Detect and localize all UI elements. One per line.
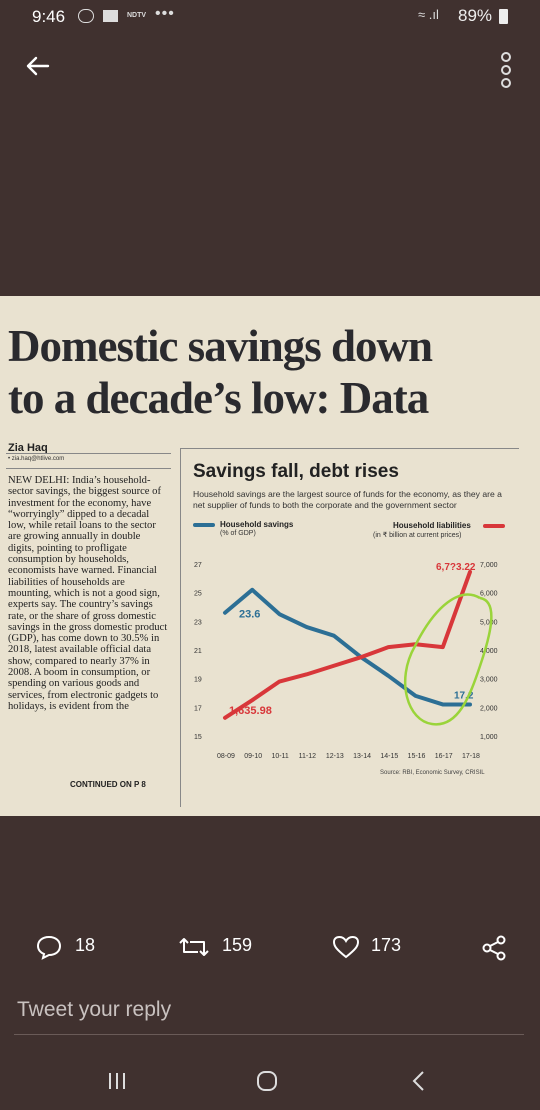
- retweet-count: 159: [222, 935, 253, 955]
- retweet-icon[interactable]: [178, 935, 210, 959]
- y-left-tick-label: 17: [194, 705, 202, 712]
- back-arrow-icon[interactable]: [22, 50, 54, 82]
- y-right-tick-label: 6,000: [480, 591, 498, 598]
- y-right-tick-label: 4,000: [480, 648, 498, 655]
- data-label-savings-start: 23.6: [239, 609, 260, 621]
- data-label-savings-end: 17.2: [454, 690, 474, 701]
- x-tick-label: 11-12: [299, 753, 316, 760]
- y-left-tick-label: 21: [194, 648, 202, 655]
- reply-count: 18: [75, 935, 96, 955]
- status-bar: 9:46 NDTV ••• ≈ .ıl 89%: [0, 0, 540, 34]
- data-label-liabilities-start: 1,635.98: [229, 705, 272, 717]
- x-tick-label: 14-15: [380, 753, 398, 760]
- series-line-household-liabilities: [223, 569, 472, 720]
- legend-savings-unit: (% of GDP): [220, 530, 256, 537]
- legend-liabilities-unit: (in ₹ billion at current prices): [373, 532, 462, 539]
- article-author-email: • zia.haq@htlive.com: [8, 456, 65, 462]
- status-time: 9:46: [32, 7, 66, 26]
- tweet-image[interactable]: Domestic savings down to a decade’s low:…: [0, 296, 540, 816]
- y-left-tick-label: 27: [194, 562, 202, 569]
- x-tick-label: 15-16: [408, 753, 426, 760]
- y-left-tick-label: 25: [194, 591, 202, 598]
- chart-title: Savings fall, debt rises: [193, 461, 399, 482]
- battery-percentage: 89%: [458, 6, 493, 25]
- legend-liabilities-label: Household liabilities: [393, 521, 471, 530]
- x-tick-label: 16-17: [435, 753, 453, 760]
- byline-rule: [6, 453, 171, 454]
- headline-line-1: Domestic savings down: [8, 321, 433, 371]
- wifi-signal-icon: ≈ .ıl: [418, 7, 439, 22]
- annotation-circle: [403, 593, 493, 726]
- tweet-reply-input[interactable]: Tweet your reply: [17, 998, 172, 1021]
- series-line-household-savings: [223, 587, 472, 707]
- data-label-liabilities-end: 6,7?3.22: [436, 562, 476, 573]
- article-continued: CONTINUED ON P 8: [70, 780, 146, 789]
- more-options-icon[interactable]: [496, 52, 516, 88]
- like-count: 173: [371, 935, 402, 955]
- article-body: NEW DELHI: India’s household-sector savi…: [8, 475, 168, 712]
- y-right-tick-label: 3,000: [480, 677, 498, 684]
- x-tick-label: 17-18: [462, 753, 480, 760]
- recent-apps-icon[interactable]: [106, 1071, 128, 1091]
- savings-liabilities-chart: 27 25 23 21 19 17 15 7,000 6,000 5,000 4,000 3,000 2…: [194, 562, 498, 760]
- x-tick-label: 13-14: [353, 753, 371, 760]
- y-left-tick-label: 15: [194, 734, 202, 741]
- x-tick-label: 10-11: [271, 753, 288, 760]
- chart-source: Source: RBI, Economic Survey, CRISIL: [380, 770, 485, 776]
- legend-liabilities-swatch: [483, 524, 505, 528]
- x-tick-label: 12-13: [326, 753, 344, 760]
- y-right-tick-label: 1,000: [480, 734, 498, 741]
- legend-savings-label: Household savings: [220, 520, 294, 529]
- headline-line-2: to a decade’s low: Data: [8, 373, 429, 423]
- y-right-tick-label: 7,000: [480, 562, 498, 569]
- more-notifications-icon: •••: [155, 5, 175, 22]
- like-icon[interactable]: [332, 935, 360, 959]
- byline-rule: [6, 468, 171, 469]
- whatsapp-icon: [78, 9, 94, 23]
- chart-frame: [180, 448, 519, 807]
- reply-icon[interactable]: [35, 934, 63, 960]
- x-tick-label: 09-10: [244, 753, 262, 760]
- legend-savings-swatch: [193, 523, 215, 527]
- chart-subtitle: Household savings are the largest source…: [193, 489, 502, 510]
- battery-icon: [499, 9, 508, 24]
- share-icon[interactable]: [480, 934, 508, 962]
- y-right-tick-label: 5,000: [480, 619, 498, 626]
- system-navigation-bar: [0, 1060, 540, 1100]
- x-tick-label: 08-09: [217, 753, 235, 760]
- ndtv-icon: NDTV: [127, 12, 147, 19]
- article-headline: Domestic savings down to a decade’s low:…: [8, 320, 538, 424]
- article-author: Zia Haq: [8, 442, 48, 454]
- tweet-actions: 18 159 173: [0, 930, 540, 970]
- mail-icon: [103, 10, 118, 22]
- reply-divider: [14, 1034, 524, 1035]
- y-right-tick-label: 2,000: [480, 705, 498, 712]
- y-left-tick-label: 23: [194, 619, 202, 626]
- back-nav-icon[interactable]: [408, 1070, 430, 1092]
- home-icon[interactable]: [255, 1070, 279, 1092]
- y-left-tick-label: 19: [194, 677, 202, 684]
